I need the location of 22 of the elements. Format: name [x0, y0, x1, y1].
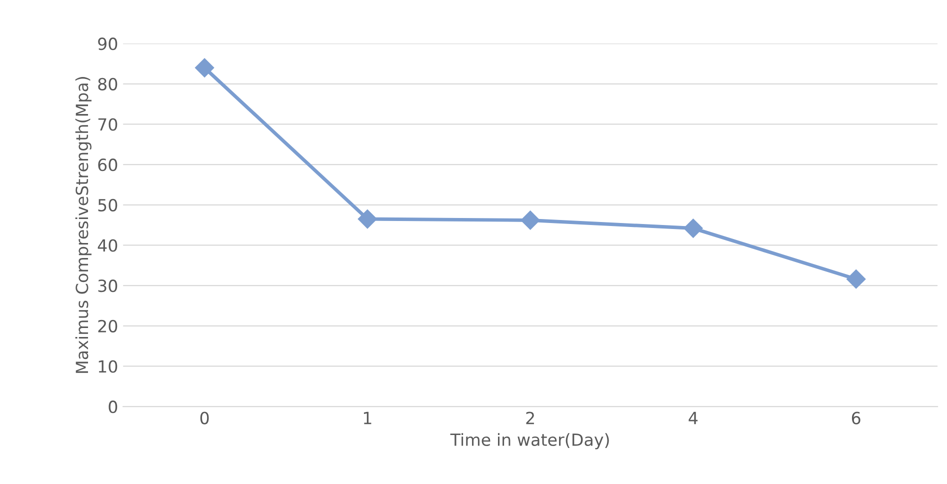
y-axis-title: Maximus CompresiveStrength(Mpa)	[75, 77, 92, 373]
x-tick-label: 2	[526, 412, 534, 424]
point	[684, 218, 703, 238]
y-tick-label: 0	[108, 400, 118, 414]
point	[358, 209, 377, 229]
x-axis-title: Time in water(Day)	[450, 433, 609, 450]
y-tick-label: 10	[98, 360, 118, 373]
y-tick-label: 60	[98, 158, 118, 172]
point	[846, 270, 866, 289]
x-tick-label: 1	[364, 412, 372, 424]
y-tick-label: 80	[98, 78, 118, 90]
x-tick-label: 0	[200, 412, 209, 424]
y-tick-label: 30	[98, 280, 118, 292]
y-tick-label: 20	[98, 320, 118, 332]
y-tick-label: 50	[98, 198, 118, 212]
point	[520, 210, 540, 230]
y-tick-label: 70	[98, 118, 118, 131]
x-tick-label: 4	[688, 412, 698, 424]
point	[195, 58, 214, 78]
y-tick-label: 40	[98, 239, 118, 252]
y-tick-label: 90	[98, 38, 118, 50]
x-tick-label: 6	[852, 412, 860, 424]
